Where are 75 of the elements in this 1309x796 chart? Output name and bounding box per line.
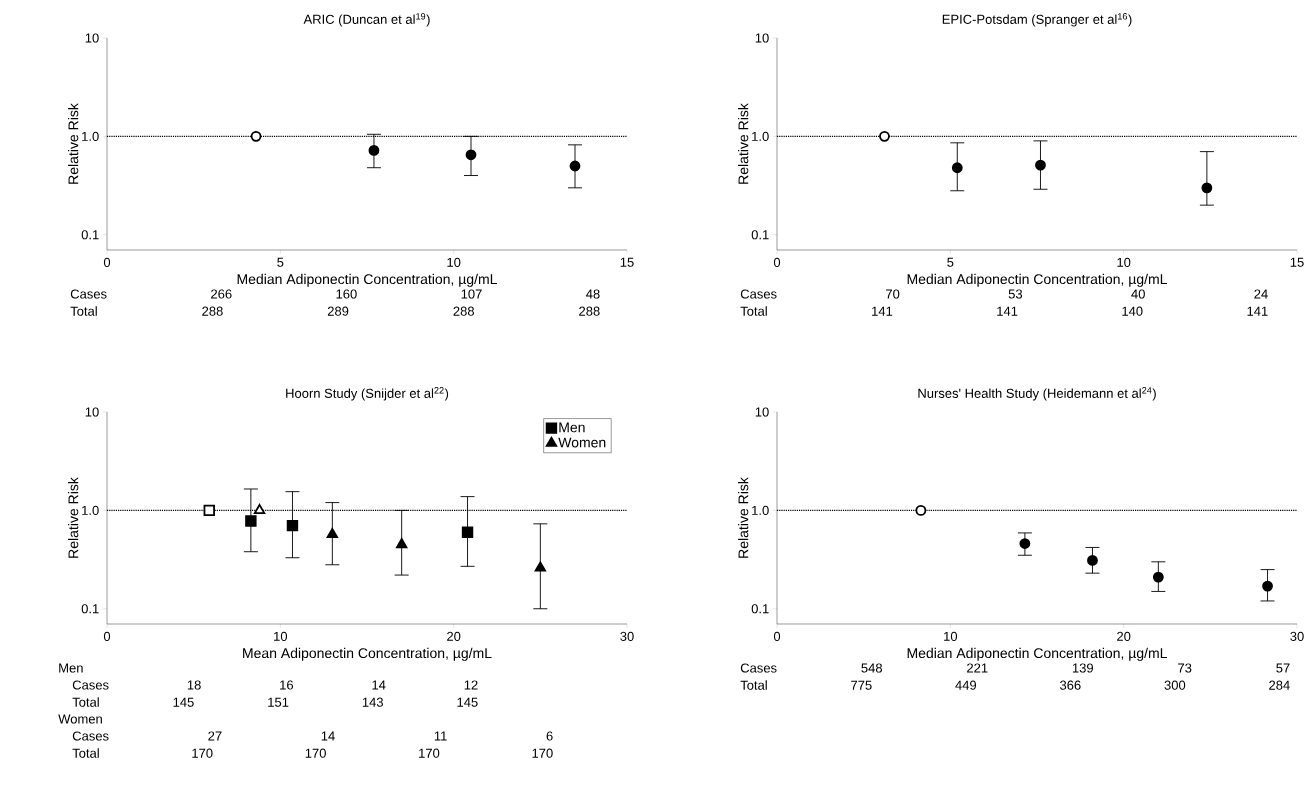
- text: Men: [59, 663, 83, 673]
- x-tick-label: 0: [103, 631, 111, 641]
- x-tick-label: 15: [620, 257, 634, 267]
- x-tick-label: 0: [773, 631, 781, 641]
- x-axis-title: Mean Adiponectin Concentration, µg/mL: [243, 647, 492, 661]
- text: Cases 548 221 139 73 57: [740, 663, 1290, 673]
- x-tick-label: 20: [1117, 631, 1131, 641]
- point: [326, 528, 338, 539]
- x-tick-label: 10: [944, 631, 958, 641]
- x-tick-label: 10: [1117, 257, 1131, 267]
- y-axis-title: Relative Risk: [738, 477, 749, 558]
- point: [396, 538, 408, 549]
- point: [286, 519, 299, 532]
- x-axis-title: Median Adiponectin Concentration, µg/mL: [907, 273, 1167, 287]
- y-tick-label: 0.1: [81, 230, 99, 240]
- y-axis-title: Relative Risk: [68, 477, 79, 558]
- y-axis-title: Relative Risk: [738, 103, 749, 184]
- x-axis-title: Median Adiponectin Concentration, µg/mL: [907, 647, 1167, 661]
- text: Total 170 170 170 170: [72, 748, 553, 758]
- chart-title: EPIC-Potsdam (Spranger et al$^{16}$): [942, 13, 1132, 27]
- text: Cases 70 53 40 24: [740, 289, 1268, 299]
- y-tick-label: 0.1: [751, 604, 769, 614]
- x-tick-label: 5: [947, 257, 954, 267]
- y-tick-label: 1.0: [752, 131, 769, 141]
- legend-label: Men: [559, 422, 585, 433]
- point: [250, 130, 262, 142]
- point: [569, 160, 581, 172]
- point: [1019, 538, 1031, 549]
- y-tick-label: 10: [755, 407, 769, 417]
- point: [253, 503, 266, 515]
- x-tick-label: 10: [274, 631, 288, 641]
- x-tick-label: 30: [620, 631, 634, 641]
- legend-label: Women: [558, 437, 606, 448]
- y-tick-label: 10: [85, 407, 99, 417]
- y-tick-label: 10: [755, 33, 769, 43]
- point: [1201, 182, 1213, 194]
- x-tick-label: 10: [447, 257, 461, 267]
- text: Cases 266 160 107 48: [70, 289, 600, 299]
- point: [465, 149, 477, 161]
- x-tick-label: 30: [1290, 631, 1304, 641]
- text: Total 145 151 143 145: [72, 697, 478, 707]
- point: [534, 561, 546, 572]
- point: [203, 504, 215, 517]
- x-tick-label: 15: [1290, 257, 1304, 267]
- point: [1035, 159, 1046, 171]
- point: [1262, 580, 1273, 592]
- y-tick-label: 0.1: [751, 230, 769, 240]
- point: [1152, 571, 1164, 583]
- x-axis-title: Median Adiponectin Concentration, µg/mL: [237, 273, 497, 287]
- y-tick-label: 0.1: [81, 604, 99, 614]
- x-tick-label: 20: [447, 631, 461, 641]
- x-tick-label: 0: [773, 257, 781, 267]
- point: [368, 145, 380, 156]
- y-tick-label: 10: [85, 33, 99, 43]
- chart-title: Nurses' Health Study (Heidemann et al$^{24}$): [918, 387, 1156, 401]
- point: [879, 130, 890, 142]
- y-tick-label: 1.0: [82, 131, 99, 141]
- point: [915, 504, 927, 516]
- text: Cases 18 16 14 12: [72, 680, 478, 690]
- point: [245, 515, 257, 527]
- text: Total 775 449 366 300 284: [740, 680, 1290, 690]
- text: Total 288 289 288 288: [70, 306, 600, 316]
- y-axis-title: Relative Risk: [68, 103, 79, 184]
- chart-title: Hoorn Study (Snijder et al$^{22}$): [286, 387, 449, 401]
- text: Cases 27 14 11 6: [72, 731, 553, 741]
- point: [1087, 555, 1098, 566]
- y-tick-label: 1.0: [82, 505, 99, 515]
- x-tick-label: 0: [103, 257, 111, 267]
- x-tick-label: 5: [277, 257, 284, 267]
- point: [461, 526, 474, 538]
- text: Total 141 141 140 141: [740, 306, 1268, 316]
- y-tick-label: 1.0: [752, 505, 769, 515]
- text: Women: [58, 714, 102, 724]
- point: [951, 162, 963, 174]
- chart-title: ARIC (Duncan et al$^{19}$): [303, 13, 430, 27]
